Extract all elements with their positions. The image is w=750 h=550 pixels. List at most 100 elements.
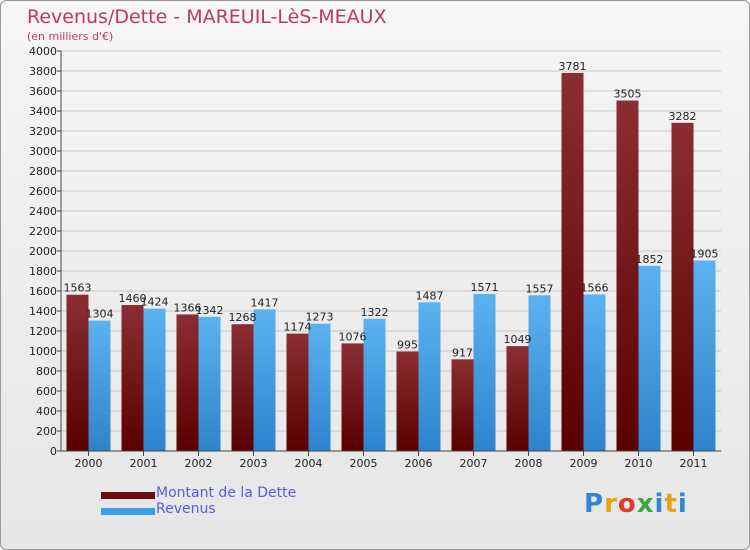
bar-revenus bbox=[528, 295, 551, 451]
x-tick-label: 2006 bbox=[405, 457, 433, 470]
y-tick-label: 3400 bbox=[29, 105, 57, 118]
logo-letter: i bbox=[677, 489, 688, 519]
legend-swatch-dette bbox=[101, 492, 155, 499]
y-tick-label: 4000 bbox=[29, 45, 57, 58]
y-tick-label: 1200 bbox=[29, 325, 57, 338]
data-label: 1424 bbox=[141, 296, 169, 309]
bar-revenus bbox=[253, 309, 276, 451]
bar-dette bbox=[451, 359, 474, 451]
y-tick-label: 3000 bbox=[29, 145, 57, 158]
data-label: 1571 bbox=[471, 281, 499, 294]
data-label: 1852 bbox=[636, 253, 664, 266]
x-tick-label: 2004 bbox=[295, 457, 323, 470]
bar-revenus bbox=[638, 265, 661, 451]
logo-letter: t bbox=[664, 489, 678, 519]
bar-revenus bbox=[473, 293, 496, 451]
data-label: 995 bbox=[397, 339, 418, 352]
data-label: 1557 bbox=[526, 282, 554, 295]
logo-letter: P bbox=[584, 489, 605, 519]
bar-revenus bbox=[583, 294, 606, 451]
bar-dette bbox=[286, 333, 309, 451]
chart-title: Revenus/Dette - MAREUIL-LèS-MEAUX bbox=[27, 6, 387, 28]
bar-dette bbox=[671, 122, 694, 452]
data-label: 1268 bbox=[229, 311, 257, 324]
y-tick-label: 1800 bbox=[29, 265, 57, 278]
proxiti-logo: Proxiti bbox=[584, 489, 688, 519]
x-tick-label: 2001 bbox=[130, 457, 158, 470]
y-tick-label: 2000 bbox=[29, 245, 57, 258]
bar-revenus bbox=[363, 318, 386, 451]
y-tick-label: 400 bbox=[36, 405, 57, 418]
y-tick-label: 2400 bbox=[29, 205, 57, 218]
data-label: 1322 bbox=[361, 306, 389, 319]
bar-revenus bbox=[143, 308, 166, 451]
bar-dette bbox=[231, 324, 254, 451]
y-tick-label: 600 bbox=[36, 385, 57, 398]
x-axis-ticks: 2000 2001 2002 2003 2004 2005 2006 2007 2008 2009… bbox=[75, 451, 708, 470]
x-tick-label: 2000 bbox=[75, 457, 103, 470]
data-label: 1563 bbox=[64, 282, 92, 295]
data-label: 1366 bbox=[174, 301, 202, 314]
legend-swatch-revenus bbox=[101, 508, 155, 515]
legend-label-dette: Montant de la Dette bbox=[156, 485, 297, 501]
data-label: 1342 bbox=[196, 304, 224, 317]
y-tick-label: 1600 bbox=[29, 285, 57, 298]
data-label: 3781 bbox=[559, 60, 587, 73]
y-tick-label: 3800 bbox=[29, 65, 57, 78]
bar-revenus bbox=[88, 320, 111, 451]
x-tick-label: 2007 bbox=[460, 457, 488, 470]
bar-revenus bbox=[693, 260, 716, 451]
data-label: 3505 bbox=[614, 88, 642, 101]
bar-dette bbox=[176, 314, 199, 451]
bars bbox=[66, 72, 716, 452]
bar-revenus bbox=[308, 323, 331, 451]
data-label: 1174 bbox=[284, 321, 312, 334]
data-label: 1304 bbox=[86, 308, 114, 321]
logo-letter: x bbox=[636, 489, 655, 519]
logo-letter: o bbox=[617, 489, 637, 519]
data-label: 1273 bbox=[306, 311, 334, 324]
legend-label-revenus: Revenus bbox=[156, 501, 216, 517]
grid-lines bbox=[61, 50, 721, 452]
data-label: 1487 bbox=[416, 289, 444, 302]
bar-dette bbox=[616, 100, 639, 451]
y-axis-ticks: 0 200 400 600 800 1000 1200 1400 1600 1800 2000 220… bbox=[29, 45, 61, 458]
y-tick-label: 0 bbox=[50, 445, 57, 458]
bar-dette bbox=[506, 346, 529, 451]
axes bbox=[60, 51, 721, 452]
y-tick-label: 3600 bbox=[29, 85, 57, 98]
bar-dette bbox=[561, 72, 584, 452]
x-tick-label: 2011 bbox=[680, 457, 708, 470]
bar-dette bbox=[66, 294, 89, 451]
data-label: 1049 bbox=[504, 333, 532, 346]
data-label: 917 bbox=[452, 346, 473, 359]
bar-revenus bbox=[198, 316, 221, 451]
y-tick-label: 1400 bbox=[29, 305, 57, 318]
y-tick-label: 800 bbox=[36, 365, 57, 378]
y-tick-label: 3200 bbox=[29, 125, 57, 138]
x-tick-label: 2009 bbox=[570, 457, 598, 470]
data-label: 1417 bbox=[251, 296, 279, 309]
bar-revenus bbox=[418, 302, 441, 451]
data-label: 1460 bbox=[119, 292, 147, 305]
bar-dette bbox=[396, 351, 419, 451]
y-tick-label: 2200 bbox=[29, 225, 57, 238]
y-tick-label: 2800 bbox=[29, 165, 57, 178]
y-tick-label: 200 bbox=[36, 425, 57, 438]
x-tick-label: 2002 bbox=[185, 457, 213, 470]
logo-letter: r bbox=[604, 489, 618, 519]
x-tick-label: 2008 bbox=[515, 457, 543, 470]
x-tick-label: 2005 bbox=[350, 457, 378, 470]
bar-dette bbox=[341, 343, 364, 451]
chart-subtitle: (en milliers d'€) bbox=[27, 30, 114, 43]
logo-letter: i bbox=[654, 489, 665, 519]
data-label: 3282 bbox=[669, 110, 697, 123]
x-tick-label: 2003 bbox=[240, 457, 268, 470]
data-label: 1566 bbox=[581, 281, 609, 294]
y-tick-label: 1000 bbox=[29, 345, 57, 358]
data-label: 1076 bbox=[339, 330, 367, 343]
bar-dette bbox=[121, 305, 144, 451]
